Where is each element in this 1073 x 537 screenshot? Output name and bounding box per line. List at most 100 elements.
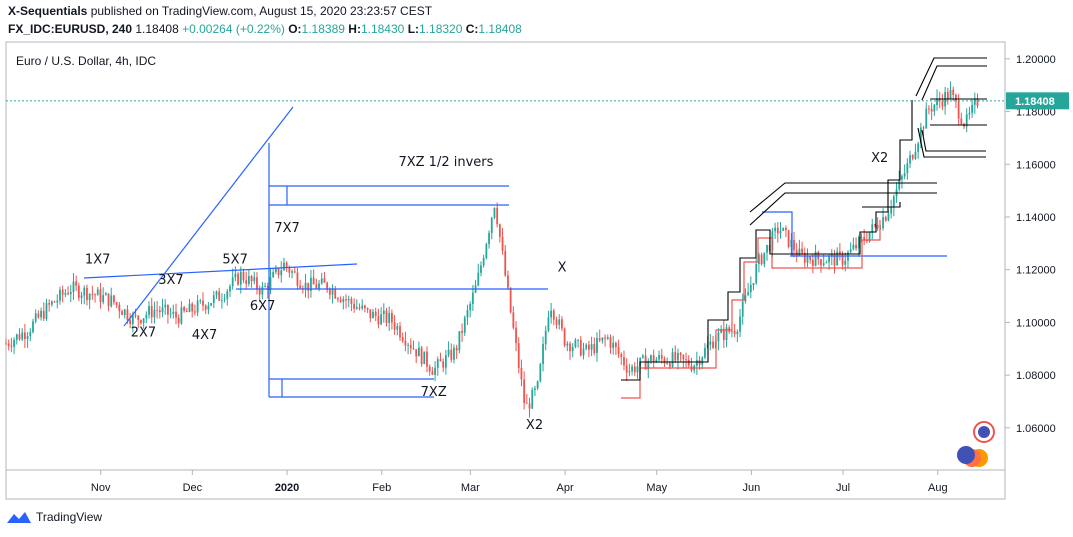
candle-body xyxy=(131,314,134,324)
y-tick-label: 1.12000 xyxy=(1016,265,1056,277)
candle-body xyxy=(833,254,836,266)
candle-body xyxy=(758,254,760,265)
close-label: C: xyxy=(465,22,479,36)
candle-body xyxy=(50,301,53,305)
black-bracket-upper[interactable] xyxy=(749,182,937,213)
candle-body xyxy=(925,108,928,129)
candle-body xyxy=(731,330,733,332)
annotation-label: X2 xyxy=(526,418,543,433)
candle-body xyxy=(793,240,795,251)
candle-body xyxy=(358,307,361,309)
candle-body xyxy=(299,285,302,289)
footer-brand: TradingView xyxy=(36,510,103,524)
candle-body xyxy=(655,359,658,363)
candle-body xyxy=(280,270,283,276)
low-value: 1.18320 xyxy=(419,22,463,36)
candle-body xyxy=(164,305,167,308)
annotation-label: 7XZ 1/2 invers xyxy=(398,155,493,170)
candle-body xyxy=(69,291,72,295)
candle-body xyxy=(890,207,893,214)
event-icon-news[interactable] xyxy=(957,446,988,467)
candle-body xyxy=(776,227,779,234)
candle-body xyxy=(331,289,334,295)
black-bracket-small[interactable] xyxy=(862,202,901,208)
trend-line-1x7[interactable] xyxy=(83,263,358,279)
candle-body xyxy=(874,224,876,226)
candle-body xyxy=(663,358,666,364)
x-tick-label: Feb xyxy=(372,482,391,494)
candle-body xyxy=(679,353,682,355)
candle-body xyxy=(971,104,974,113)
candle-body xyxy=(223,298,226,300)
candle-body xyxy=(488,232,490,245)
candle-body xyxy=(32,321,34,333)
candle-body xyxy=(825,262,828,264)
candle-body xyxy=(733,330,736,335)
candle-body xyxy=(614,342,617,348)
candle-body xyxy=(256,277,258,290)
red-step-line[interactable] xyxy=(621,220,881,399)
candle-body xyxy=(48,303,51,305)
annotation-label: 2X7 xyxy=(131,325,156,340)
candle-body xyxy=(801,248,803,253)
candle-body xyxy=(482,258,485,266)
candle-body xyxy=(204,305,207,310)
candle-body xyxy=(633,366,636,373)
june-bracket[interactable] xyxy=(762,211,793,256)
candle-body xyxy=(760,254,763,265)
candle-body xyxy=(687,359,690,366)
trend-line-rising[interactable] xyxy=(123,106,294,327)
candle-body xyxy=(212,295,215,304)
event-icon-dividend[interactable] xyxy=(973,421,995,443)
candle-body xyxy=(515,327,517,344)
candle-body xyxy=(636,366,639,373)
candle-body xyxy=(660,355,663,359)
annotation-label: X2 xyxy=(871,151,888,166)
publish-line: X-Sequentials published on TradingView.c… xyxy=(8,4,432,18)
candle-body xyxy=(480,265,482,273)
y-tick-label: 1.18000 xyxy=(1016,107,1056,119)
aug-bracket-bottom-2[interactable] xyxy=(917,127,986,158)
black-step-line[interactable] xyxy=(621,100,913,381)
candle-body xyxy=(903,173,906,177)
annotation-label: 7XZ xyxy=(421,385,447,400)
aug-bracket-bottom-1[interactable] xyxy=(921,129,986,152)
candle-body xyxy=(401,337,404,341)
black-bracket-lower[interactable] xyxy=(749,192,937,226)
candle-body xyxy=(496,207,499,225)
candle-body xyxy=(650,355,652,361)
y-tick-label: 1.20000 xyxy=(1016,54,1056,66)
candle-body xyxy=(188,303,191,312)
candle-body xyxy=(955,94,957,102)
candle-body xyxy=(712,341,714,348)
candle-body xyxy=(469,303,472,311)
candle-body xyxy=(453,347,455,360)
candle-body xyxy=(61,289,64,295)
candle-body xyxy=(156,309,159,311)
candle-body xyxy=(439,359,442,362)
candle-body xyxy=(126,309,129,321)
aug-bracket-top-2[interactable] xyxy=(921,65,987,101)
tradingview-footer[interactable]: TradingView xyxy=(6,510,102,524)
candle-body xyxy=(552,310,555,320)
candle-body xyxy=(288,267,291,273)
candle-body xyxy=(652,355,655,363)
candle-body xyxy=(447,349,450,356)
candle-body xyxy=(585,344,588,349)
candle-body xyxy=(40,310,42,318)
candle-body xyxy=(822,263,825,266)
high-value: 1.18430 xyxy=(360,22,405,36)
candle-body xyxy=(148,306,150,315)
candle-body xyxy=(420,347,423,365)
candle-body xyxy=(790,240,793,247)
candle-body xyxy=(798,248,801,256)
aug-bracket-top-1[interactable] xyxy=(915,57,987,97)
candle-body xyxy=(855,244,857,249)
open-label: O: xyxy=(288,22,302,36)
candle-body xyxy=(490,217,493,233)
candle-body xyxy=(722,329,725,341)
candle-body xyxy=(129,320,132,324)
candle-body xyxy=(520,367,523,380)
candle-body xyxy=(220,299,223,301)
